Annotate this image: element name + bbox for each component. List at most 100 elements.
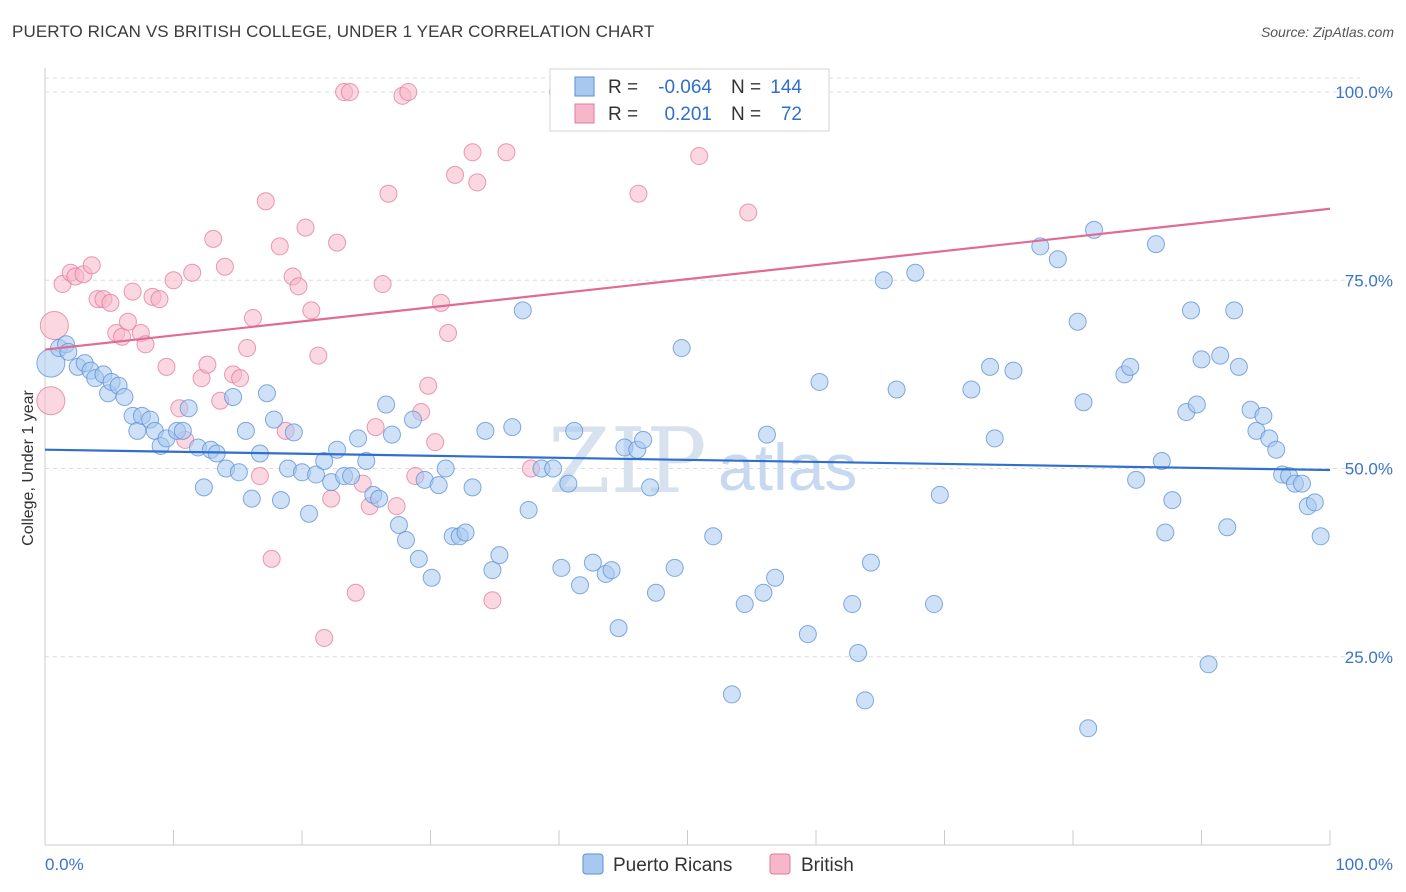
point-puerto-ricans-138 [1292, 474, 1311, 493]
point-puerto-ricans-57 [422, 568, 441, 587]
point-puerto-ricans-37 [284, 423, 303, 442]
point-puerto-ricans-101 [906, 263, 925, 282]
point-puerto-ricans-103 [924, 595, 943, 614]
point-puerto-ricans-106 [985, 429, 1004, 448]
point-british-0 [36, 386, 66, 416]
legend-r-label-1: R = [608, 104, 638, 125]
point-puerto-ricans-102 [930, 485, 949, 504]
point-puerto-ricans-120 [1163, 491, 1182, 510]
point-puerto-ricans-100 [887, 380, 906, 399]
point-puerto-ricans-109 [1048, 250, 1067, 269]
point-puerto-ricans-94 [810, 372, 829, 391]
point-puerto-ricans-75 [571, 576, 590, 595]
point-british-1 [39, 310, 69, 340]
point-puerto-ricans-31 [242, 489, 261, 508]
watermark-atlas: atlas [718, 430, 857, 504]
y-tick-label-0: 25.0% [1345, 648, 1393, 667]
point-puerto-ricans-89 [735, 595, 754, 614]
point-puerto-ricans-141 [1311, 527, 1330, 546]
point-british-61 [439, 324, 458, 342]
point-puerto-ricans-84 [646, 583, 665, 602]
point-puerto-ricans-79 [609, 619, 628, 638]
point-british-13 [123, 282, 142, 301]
y-tick-label-1: 50.0% [1345, 460, 1393, 479]
grid-lines [45, 77, 1360, 658]
legend-n-value-1: 72 [781, 104, 802, 125]
point-british-52 [379, 184, 398, 203]
point-puerto-ricans-49 [370, 489, 389, 508]
point-puerto-ricans-24 [194, 478, 213, 497]
point-british-53 [387, 497, 406, 516]
point-puerto-ricans-51 [382, 425, 401, 444]
legend-n-label-1: N = [731, 104, 761, 125]
point-puerto-ricans-63 [463, 478, 482, 497]
point-british-12 [118, 312, 137, 331]
point-british-42 [315, 628, 334, 647]
point-puerto-ricans-112 [1079, 719, 1098, 738]
point-british-31 [243, 308, 262, 327]
y-tick-labels: 25.0% 50.0% 75.0% 100.0% [1335, 83, 1393, 667]
chart-title: PUERTO RICAN VS BRITISH COLLEGE, UNDER 1… [12, 22, 655, 41]
point-puerto-ricans-92 [757, 425, 776, 444]
bottom-legend: Puerto Ricans British [582, 853, 854, 876]
point-puerto-ricans-99 [874, 271, 893, 290]
point-puerto-ricans-116 [1127, 470, 1146, 489]
point-puerto-ricans-41 [315, 452, 334, 470]
point-puerto-ricans-107 [1004, 361, 1023, 380]
point-british-66 [497, 143, 516, 162]
point-puerto-ricans-34 [264, 410, 283, 429]
point-puerto-ricans-39 [300, 504, 319, 523]
point-puerto-ricans-33 [257, 384, 276, 403]
point-british-59 [426, 433, 445, 452]
legend-n-label-0: N = [731, 77, 761, 98]
point-puerto-ricans-126 [1211, 346, 1230, 365]
point-british-65 [483, 591, 502, 610]
point-british-30 [238, 339, 257, 358]
point-puerto-ricans-40 [307, 465, 326, 484]
british-points [36, 83, 758, 647]
point-puerto-ricans-122 [1181, 301, 1200, 320]
trend-line-british [44, 207, 1331, 351]
point-british-70 [690, 147, 709, 166]
point-puerto-ricans-29 [229, 463, 248, 482]
point-british-63 [463, 143, 482, 162]
point-puerto-ricans-90 [754, 583, 773, 602]
legend-n-value-0: 144 [770, 77, 802, 98]
point-british-17 [150, 290, 169, 309]
point-puerto-ricans-88 [722, 685, 741, 704]
axes [44, 68, 1331, 846]
point-puerto-ricans-45 [342, 467, 361, 486]
legend-r-label-0: R = [608, 77, 638, 98]
point-british-50 [366, 418, 385, 437]
point-british-60 [432, 293, 451, 312]
point-puerto-ricans-64 [476, 421, 495, 440]
y-axis-title: College, Under 1 year [20, 390, 37, 546]
y-tick-label-3: 100.0% [1335, 83, 1393, 102]
point-puerto-ricans-111 [1074, 393, 1093, 412]
point-puerto-ricans-93 [798, 625, 817, 644]
point-puerto-ricans-119 [1156, 523, 1175, 542]
legend-r-value-0: -0.064 [658, 77, 712, 98]
point-puerto-ricans-118 [1152, 452, 1171, 470]
point-british-62 [446, 165, 465, 184]
legend-swatch-1 [574, 103, 595, 124]
point-puerto-ricans-35 [271, 491, 290, 510]
point-puerto-ricans-98 [861, 553, 880, 572]
point-puerto-ricans-96 [849, 644, 868, 662]
point-british-32 [250, 467, 269, 486]
point-puerto-ricans-52 [389, 516, 408, 534]
point-puerto-ricans-65 [483, 561, 502, 580]
bottom-legend-label-1: British [801, 855, 854, 876]
point-puerto-ricans-22 [179, 399, 198, 418]
point-british-44 [328, 233, 347, 252]
point-puerto-ricans-95 [843, 595, 862, 614]
point-puerto-ricans-55 [409, 549, 428, 568]
point-puerto-ricans-58 [429, 476, 448, 495]
point-puerto-ricans-127 [1218, 518, 1237, 537]
trend-lines [44, 207, 1331, 472]
point-puerto-ricans-53 [396, 531, 415, 550]
legend-frame [549, 68, 830, 132]
point-puerto-ricans-67 [503, 418, 522, 437]
point-british-58 [419, 376, 438, 395]
